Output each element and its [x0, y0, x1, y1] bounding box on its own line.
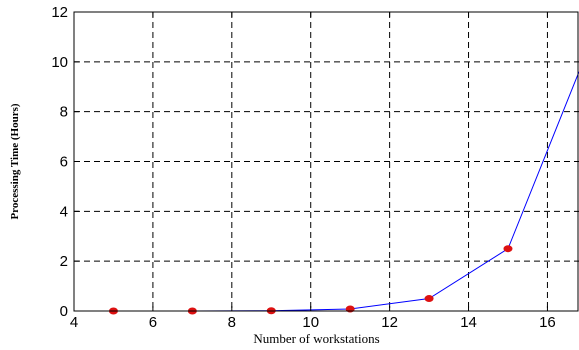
x-tick-label: 12 [381, 314, 398, 331]
y-tick-label: 10 [51, 54, 68, 71]
y-tick-label: 12 [51, 4, 68, 21]
grid [74, 12, 579, 311]
data-point [503, 245, 513, 253]
y-tick-label: 8 [60, 104, 68, 121]
y-axis-label: Processing Time (Hours) [9, 103, 21, 219]
x-tick-label: 10 [302, 314, 319, 331]
x-tick-label: 6 [149, 314, 157, 331]
y-tick-label: 2 [60, 253, 68, 270]
x-tick-label: 16 [539, 314, 556, 331]
x-tick-label: 14 [460, 314, 477, 331]
ticks: 4 6 8 10 12 14 16 0 2 4 6 8 10 12 [51, 4, 555, 331]
x-tick-label: 4 [70, 314, 78, 331]
x-axis-label: Number of workstations [253, 331, 379, 346]
y-tick-label: 4 [60, 203, 68, 220]
data-point [424, 295, 434, 303]
y-tick-label: 6 [60, 154, 68, 171]
x-tick-label: 8 [228, 314, 236, 331]
y-tick-label: 0 [60, 303, 68, 320]
